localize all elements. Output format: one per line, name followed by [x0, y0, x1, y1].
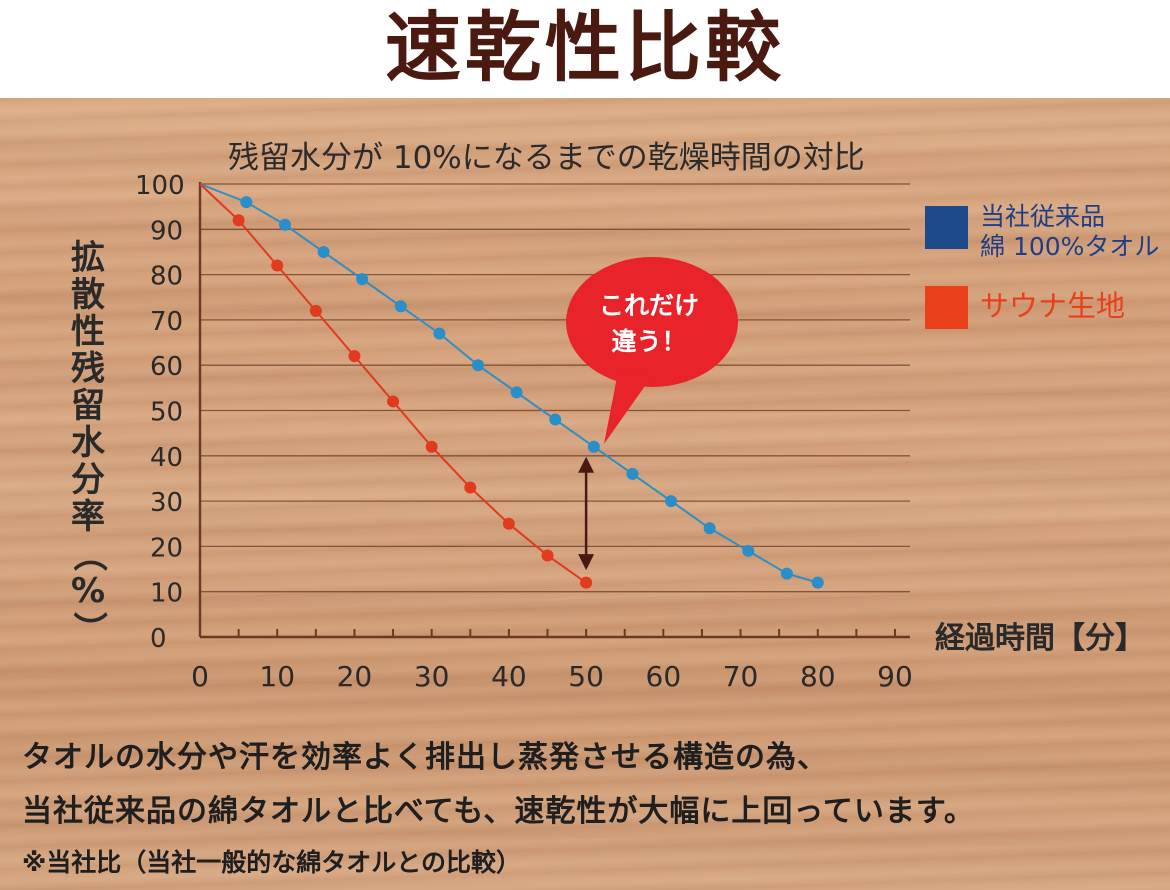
y-axis-label-char: 率: [71, 497, 105, 537]
x-axis-label: 経過時間【分】: [935, 621, 1145, 656]
y-axis-label: 拡散性残留水分率（%）: [66, 240, 110, 647]
data-point: [541, 549, 554, 562]
data-point: [665, 495, 678, 508]
data-point: [394, 300, 407, 313]
data-point: [580, 576, 593, 589]
footer-line-2: 当社従来品の綿タオルと比べても、速乾性が大幅に上回っています。: [22, 794, 975, 829]
y-tick-label: 40: [150, 443, 183, 473]
legend-swatch-cotton: [925, 206, 968, 249]
data-point: [271, 259, 284, 272]
data-point: [356, 273, 369, 286]
callout-bubble: [566, 257, 738, 387]
callout-tail: [604, 372, 652, 444]
y-axis-label-char: 水: [71, 423, 105, 463]
legend-label-sauna: サウナ生地: [980, 289, 1126, 323]
data-point: [348, 350, 361, 363]
legend-item-cotton: 当社従来品 綿 100%タオル: [925, 202, 1159, 262]
x-tick-label: 20: [337, 660, 373, 693]
data-point: [780, 567, 793, 580]
x-tick-label: 80: [800, 660, 836, 693]
y-tick-label: 90: [150, 216, 183, 246]
y-axis-label-char: 拡: [71, 238, 105, 278]
data-point: [240, 196, 253, 209]
y-tick-label: 70: [150, 307, 183, 337]
y-axis-label-char: 性: [71, 312, 105, 352]
data-point: [232, 214, 245, 227]
data-point: [387, 395, 400, 408]
legend-label-cotton-line1: 当社従来品: [980, 202, 1106, 231]
legend-label-cotton-line2: 綿 100%タオル: [980, 232, 1160, 261]
data-point: [317, 245, 330, 258]
y-tick-label: 20: [150, 533, 183, 563]
footer-note: ※当社比（当社一般的な綿タオルとの比較）: [22, 848, 522, 877]
y-axis-label-char: 留: [71, 386, 105, 426]
data-point: [587, 440, 600, 453]
y-tick-label: 100: [135, 171, 185, 201]
arrow-head-up: [578, 456, 595, 473]
data-point: [502, 517, 515, 530]
x-tick-label: 90: [877, 660, 913, 693]
y-tick-label: 60: [150, 352, 183, 382]
data-point: [742, 544, 755, 557]
chart-title: 残留水分が 10%になるまでの乾燥時間の対比: [228, 140, 865, 176]
arrow-head-down: [578, 554, 595, 571]
x-tick-label: 50: [568, 660, 604, 693]
y-tick-label: 30: [150, 488, 183, 518]
data-point: [811, 576, 824, 589]
data-point: [510, 386, 523, 399]
callout-text: これだけ 違う！: [574, 288, 724, 360]
data-point: [472, 359, 484, 372]
y-axis-label-char: 分: [71, 460, 105, 500]
x-tick-label: 40: [491, 660, 527, 693]
data-point: [278, 218, 291, 231]
x-tick-label: 60: [646, 660, 682, 693]
data-point: [464, 481, 477, 494]
legend-item-sauna: サウナ生地: [925, 286, 1125, 329]
x-tick-label: 10: [259, 660, 295, 693]
data-point: [626, 467, 639, 480]
title-band: 速乾性比較: [0, 0, 1170, 98]
page-title: 速乾性比較: [385, 3, 785, 92]
footer-line-1: タオルの水分や汗を効率よく排出し蒸発させる構造の為、: [22, 740, 828, 775]
y-tick-label: 0: [150, 624, 167, 654]
y-axis-label-char: 残: [71, 349, 105, 389]
x-tick-label: 0: [191, 660, 209, 693]
y-axis-label-char: %: [70, 571, 106, 611]
callout-line1: これだけ: [598, 291, 699, 320]
x-tick-label: 70: [723, 660, 759, 693]
data-point: [433, 327, 446, 340]
y-tick-label: 10: [150, 579, 183, 609]
x-tick-label: 30: [414, 660, 450, 693]
data-point: [549, 413, 562, 426]
legend-swatch-sauna: [925, 286, 968, 329]
series-line-1: [199, 183, 587, 584]
legend-label-cotton: 当社従来品 綿 100%タオル: [980, 202, 1159, 262]
data-point: [425, 440, 438, 453]
data-point: [309, 304, 322, 317]
callout-line2: 違う！: [611, 327, 687, 356]
y-axis-label-char: 散: [71, 275, 105, 315]
y-tick-label: 80: [150, 262, 183, 292]
data-point: [703, 522, 716, 535]
y-tick-label: 50: [150, 398, 183, 428]
